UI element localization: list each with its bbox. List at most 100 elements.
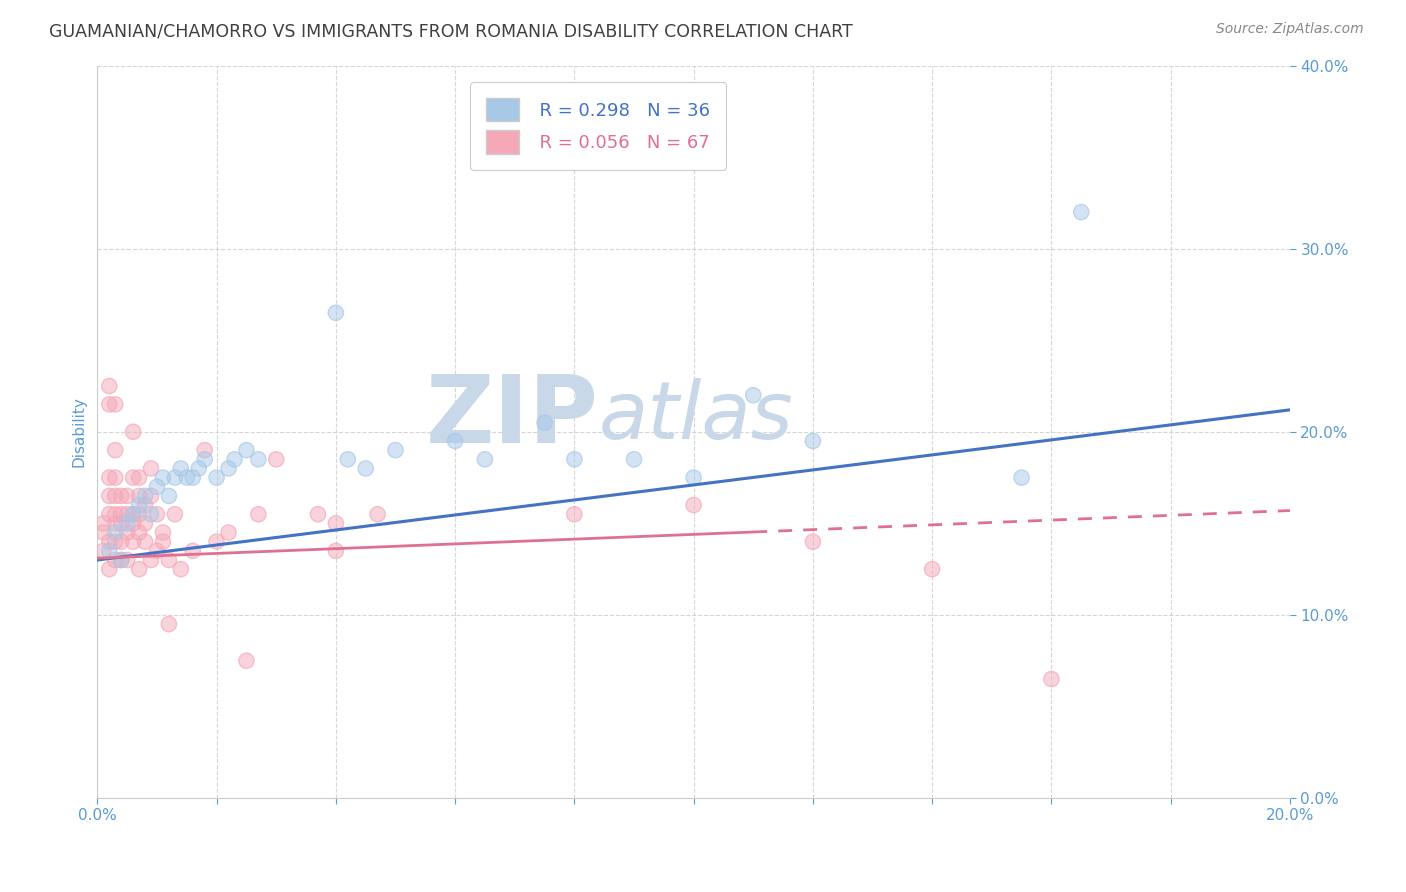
Point: [1011, 470, 1033, 484]
Point: [104, 489, 127, 503]
Point: [224, 452, 246, 467]
Point: [307, 507, 329, 521]
Point: [170, 461, 193, 475]
Point: [104, 470, 127, 484]
Point: [110, 516, 132, 531]
Point: [98, 507, 121, 521]
Point: [104, 397, 127, 411]
Point: [444, 434, 467, 448]
Point: [224, 452, 246, 467]
Point: [235, 443, 257, 458]
Point: [564, 507, 586, 521]
Point: [1011, 470, 1033, 484]
Point: [104, 507, 127, 521]
Point: [564, 452, 586, 467]
Point: [1070, 205, 1092, 219]
Point: [115, 525, 138, 540]
Point: [307, 507, 329, 521]
Point: [91, 516, 114, 531]
Point: [91, 516, 114, 531]
Point: [104, 516, 127, 531]
Point: [354, 461, 377, 475]
Point: [98, 562, 121, 576]
Point: [98, 379, 121, 393]
Point: [194, 443, 217, 458]
Point: [801, 434, 824, 448]
Point: [98, 534, 121, 549]
Point: [110, 489, 132, 503]
Point: [176, 470, 198, 484]
Point: [110, 534, 132, 549]
Point: [157, 553, 180, 567]
Point: [325, 306, 347, 320]
Point: [122, 507, 145, 521]
Point: [98, 489, 121, 503]
Point: [98, 534, 121, 549]
Point: [163, 470, 186, 484]
Point: [218, 525, 240, 540]
Text: Source: ZipAtlas.com: Source: ZipAtlas.com: [1216, 22, 1364, 37]
Point: [474, 452, 496, 467]
Point: [134, 516, 156, 531]
Point: [98, 562, 121, 576]
Point: [533, 416, 555, 430]
Point: [122, 516, 145, 531]
Point: [139, 553, 162, 567]
Point: [146, 507, 169, 521]
Point: [91, 544, 114, 558]
Point: [163, 507, 186, 521]
Point: [98, 397, 121, 411]
Point: [152, 525, 174, 540]
Point: [801, 534, 824, 549]
Point: [564, 507, 586, 521]
Point: [205, 470, 228, 484]
Text: atlas: atlas: [598, 378, 793, 456]
Point: [128, 562, 150, 576]
Point: [128, 489, 150, 503]
Point: [110, 507, 132, 521]
Point: [157, 617, 180, 632]
Point: [336, 452, 359, 467]
Point: [205, 534, 228, 549]
Point: [247, 507, 270, 521]
Point: [139, 461, 162, 475]
Point: [170, 461, 193, 475]
Point: [122, 534, 145, 549]
Point: [170, 562, 193, 576]
Point: [139, 489, 162, 503]
Point: [163, 507, 186, 521]
Point: [139, 507, 162, 521]
Point: [128, 498, 150, 512]
Point: [152, 525, 174, 540]
Point: [110, 534, 132, 549]
Point: [98, 470, 121, 484]
Point: [110, 553, 132, 567]
Point: [181, 470, 204, 484]
Point: [235, 654, 257, 668]
Point: [921, 562, 943, 576]
Point: [98, 470, 121, 484]
Point: [247, 452, 270, 467]
Point: [115, 507, 138, 521]
Point: [325, 544, 347, 558]
Point: [325, 516, 347, 531]
Point: [1040, 672, 1063, 686]
Point: [122, 507, 145, 521]
Point: [218, 525, 240, 540]
Point: [921, 562, 943, 576]
Point: [176, 470, 198, 484]
Point: [98, 544, 121, 558]
Point: [122, 425, 145, 439]
Point: [104, 516, 127, 531]
Point: [146, 544, 169, 558]
Point: [98, 544, 121, 558]
Point: [682, 498, 704, 512]
Point: [384, 443, 406, 458]
Point: [128, 507, 150, 521]
Point: [235, 443, 257, 458]
Point: [194, 443, 217, 458]
Point: [115, 507, 138, 521]
Point: [325, 544, 347, 558]
Point: [139, 461, 162, 475]
Point: [682, 470, 704, 484]
